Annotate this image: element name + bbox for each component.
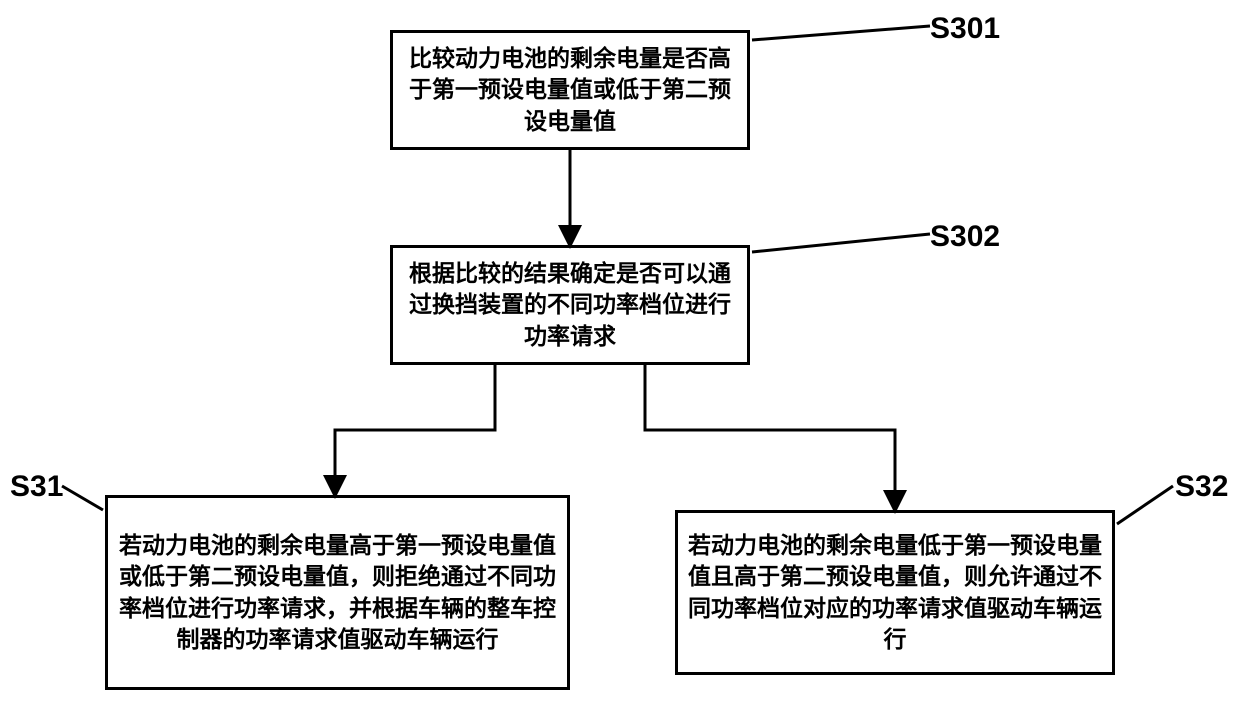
node-s302-text: 根据比较的结果确定是否可以通过换挡装置的不同功率档位进行功率请求 bbox=[403, 258, 737, 351]
label-s31: S31 bbox=[10, 470, 63, 504]
node-s32-text: 若动力电池的剩余电量低于第一预设电量值且高于第二预设电量值，则允许通过不同功率档… bbox=[688, 530, 1102, 654]
leader-s302 bbox=[752, 234, 930, 252]
node-s301: 比较动力电池的剩余电量是否高于第一预设电量值或低于第二预设电量值 bbox=[390, 30, 750, 150]
node-s31: 若动力电池的剩余电量高于第一预设电量值或低于第二预设电量值，则拒绝通过不同功率档… bbox=[105, 495, 570, 690]
node-s31-text: 若动力电池的剩余电量高于第一预设电量值或低于第二预设电量值，则拒绝通过不同功率档… bbox=[118, 530, 557, 654]
leader-s32 bbox=[1117, 486, 1173, 524]
flowchart-canvas: 比较动力电池的剩余电量是否高于第一预设电量值或低于第二预设电量值 S301 根据… bbox=[0, 0, 1240, 724]
edge-s302-s32 bbox=[645, 365, 895, 510]
label-s32: S32 bbox=[1175, 470, 1228, 504]
label-s302: S302 bbox=[930, 220, 1000, 254]
label-s301: S301 bbox=[930, 12, 1000, 46]
edge-s302-s31 bbox=[335, 365, 495, 495]
node-s302: 根据比较的结果确定是否可以通过换挡装置的不同功率档位进行功率请求 bbox=[390, 245, 750, 365]
leader-s31 bbox=[62, 486, 103, 510]
leader-s301 bbox=[752, 26, 930, 40]
node-s301-text: 比较动力电池的剩余电量是否高于第一预设电量值或低于第二预设电量值 bbox=[403, 43, 737, 136]
node-s32: 若动力电池的剩余电量低于第一预设电量值且高于第二预设电量值，则允许通过不同功率档… bbox=[675, 510, 1115, 675]
